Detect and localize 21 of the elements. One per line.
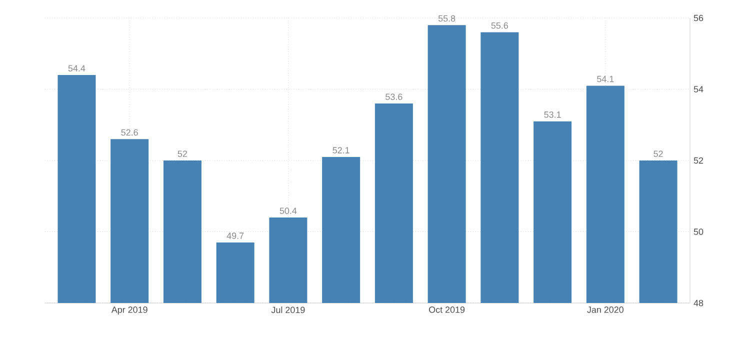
data-label: 50.4 [280, 208, 297, 214]
data-label: 53.1 [544, 111, 561, 118]
data-label: 54.1 [597, 76, 614, 82]
data-label: 54.4 [68, 65, 86, 72]
data-label: 52 [654, 150, 663, 157]
x-tick-label: Oct 2019 [429, 306, 465, 313]
data-label: 55.6 [491, 22, 508, 29]
data-label: 52.6 [121, 129, 138, 136]
x-tick-label: Jul 2019 [271, 306, 305, 314]
y-tick-label: 52 [694, 157, 704, 164]
data-label: 52 [178, 150, 187, 157]
y-tick-label: 48 [694, 300, 704, 306]
data-label: 55.8 [438, 15, 456, 22]
x-tick-label: Apr 2019 [111, 306, 148, 315]
y-tick-label: 54 [694, 86, 704, 92]
y-tick-label: 50 [694, 228, 704, 235]
data-label: 53.6 [386, 94, 402, 100]
data-label: 52.1 [332, 147, 350, 154]
x-tick-label: Jan 2020 [587, 306, 624, 313]
y-tick-label: 56 [694, 14, 704, 22]
data-label: 49.7 [226, 232, 244, 239]
